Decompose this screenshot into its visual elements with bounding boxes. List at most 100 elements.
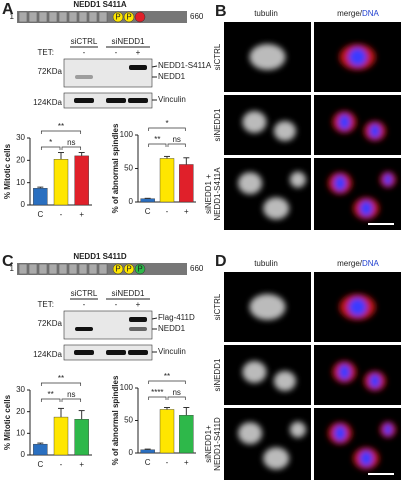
bar <box>74 419 89 456</box>
cell <box>263 447 290 470</box>
panel-letter: C <box>2 253 14 270</box>
row-label: siNEDD1+ <box>204 425 213 463</box>
site <box>112 11 124 23</box>
y-tick-label: 20 <box>16 407 25 416</box>
y-tick-label: 10 <box>16 178 25 187</box>
site <box>123 11 135 23</box>
row-label: siNEDD1 <box>213 108 222 141</box>
x-tick-label: C <box>37 210 43 219</box>
wd-repeat <box>18 11 28 23</box>
y-axis-label: % of abnormal spindles <box>111 123 120 213</box>
x-tick-label: C <box>145 207 151 216</box>
row-label: NEDD1-S411D <box>213 417 222 471</box>
site <box>134 263 146 275</box>
marker: 124KDa <box>33 350 62 359</box>
cells <box>238 421 306 470</box>
cell <box>249 294 286 320</box>
x-tick-label: + <box>184 207 189 216</box>
merge-header: merge/DNA <box>337 259 379 268</box>
tet-value: - <box>83 48 86 57</box>
dna <box>334 425 347 441</box>
merge-label: merge/ <box>337 259 363 268</box>
cell <box>242 361 267 383</box>
construct-start: 1 <box>10 264 15 273</box>
y-tick-label: 100 <box>120 383 134 392</box>
wd-repeat <box>88 11 98 23</box>
cell <box>238 422 263 445</box>
row-label: siNEDD1 <box>213 358 222 391</box>
x-tick-label: - <box>60 210 63 219</box>
tet-value: - <box>115 300 118 309</box>
wd-repeat <box>98 263 108 275</box>
cells <box>249 44 286 70</box>
band <box>128 98 148 103</box>
blot <box>63 310 153 340</box>
merge-header: merge/DNA <box>337 9 379 18</box>
micrograph <box>224 408 311 480</box>
sig-bracket <box>167 143 186 147</box>
wd-repeat <box>48 263 58 275</box>
dna <box>383 424 392 436</box>
band-label: Vinculin <box>158 347 186 356</box>
x-tick-label: - <box>166 207 169 216</box>
micrograph <box>314 408 401 480</box>
dna <box>348 47 367 67</box>
x-tick-label: + <box>79 460 84 469</box>
site <box>134 11 146 23</box>
band <box>75 327 93 331</box>
band <box>128 350 148 355</box>
band-pointer <box>151 65 158 68</box>
construct-start: 1 <box>10 12 15 21</box>
y-tick-label: 0 <box>21 450 26 459</box>
sig-bracket <box>40 398 61 402</box>
cells <box>332 361 386 391</box>
bar <box>53 159 69 206</box>
panel-letter: D <box>215 253 227 270</box>
wd-repeat <box>68 263 78 275</box>
sig-bracket <box>40 130 82 134</box>
y-tick-label: 0 <box>21 200 26 209</box>
row-label: siCTRL <box>213 43 222 70</box>
tet-label: TET: <box>38 48 54 57</box>
wd-repeat <box>48 11 58 23</box>
merge-label: merge/ <box>337 9 363 18</box>
marker: 72KDa <box>38 67 63 76</box>
group-label: siCTRL <box>71 289 98 298</box>
tet-value: + <box>136 300 141 309</box>
panel-letter: B <box>215 3 227 20</box>
micrograph <box>314 158 401 230</box>
sig-bracket <box>40 146 61 150</box>
y-tick-label: 100 <box>120 130 134 139</box>
cells <box>332 111 386 141</box>
bar <box>179 415 194 454</box>
band <box>74 98 94 103</box>
site-label: P <box>137 265 142 274</box>
dna <box>359 200 373 217</box>
band-label: NEDD1-S411A <box>158 61 212 70</box>
sig-label: ** <box>58 374 64 383</box>
wd-repeat <box>58 11 68 23</box>
cell <box>273 371 296 391</box>
group-label: siNEDD1 <box>112 289 145 298</box>
site <box>112 263 124 275</box>
bar <box>53 416 69 456</box>
micrograph <box>314 345 401 405</box>
tubulin-header: tubulin <box>254 9 278 18</box>
cell <box>263 197 290 220</box>
dna <box>369 374 381 388</box>
group-label: siNEDD1 <box>112 37 145 46</box>
band <box>129 317 147 322</box>
y-tick-label: 30 <box>16 385 25 394</box>
band-label: NEDD1 <box>158 72 186 81</box>
bar <box>179 164 194 203</box>
wd-repeat <box>18 263 28 275</box>
y-axis-label: % Mitotic cells <box>3 394 12 450</box>
cells <box>339 44 376 70</box>
sig-bracket <box>148 380 186 384</box>
micrograph <box>314 95 401 155</box>
cell <box>249 44 286 70</box>
sig-label: ** <box>58 122 64 131</box>
site-label: P <box>115 265 120 274</box>
y-tick-label: 30 <box>16 133 25 142</box>
